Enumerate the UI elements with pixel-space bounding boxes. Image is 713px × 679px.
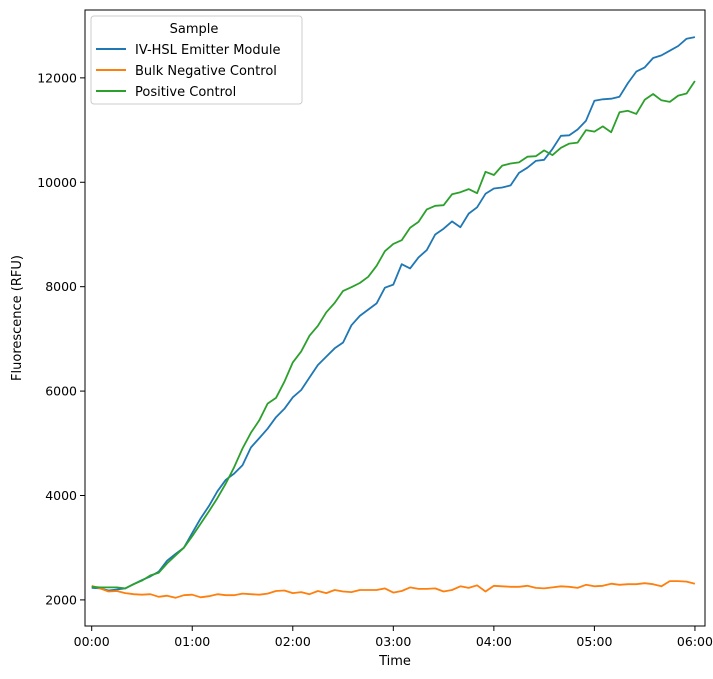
y-tick-label: 10000: [37, 175, 77, 190]
y-axis: 2000 4000 6000 8000 10000 12000: [37, 70, 85, 607]
y-tick-label: 4000: [45, 488, 77, 503]
series-line-3: [91, 80, 696, 590]
x-tick-label: 01:00: [174, 634, 210, 649]
legend-label-negative-control: Bulk Negative Control: [135, 64, 277, 79]
legend-title: Sample: [170, 22, 219, 37]
legend-label-positive-control: Positive Control: [135, 85, 236, 100]
legend-label-iv-hsl: IV-HSL Emitter Module: [135, 43, 281, 58]
x-axis: 00:00 01:00 02:00 03:00 04:00 05:00 06:00: [74, 626, 713, 649]
x-tick-label: 02:00: [275, 634, 311, 649]
legend-box: [90, 15, 303, 105]
y-tick-label: 12000: [37, 70, 77, 85]
x-tick-label: 00:00: [74, 634, 110, 649]
x-tick-label: 06:00: [677, 634, 713, 649]
series-layer: [91, 36, 696, 599]
series-line-1: [91, 36, 696, 592]
x-tick-label: 05:00: [576, 634, 612, 649]
y-tick-label: 2000: [45, 592, 77, 607]
series-line-2: [91, 580, 696, 599]
plot-frame: [84, 9, 706, 627]
y-axis-label: Fluorescence (RFU): [10, 255, 25, 381]
x-tick-label: 03:00: [375, 634, 411, 649]
y-tick-label: 6000: [45, 384, 77, 399]
y-tick-label: 8000: [45, 279, 77, 294]
x-tick-label: 04:00: [476, 634, 512, 649]
legend: Sample IV-HSL Emitter Module Bulk Negati…: [90, 15, 303, 105]
x-axis-label: Time: [378, 654, 411, 669]
